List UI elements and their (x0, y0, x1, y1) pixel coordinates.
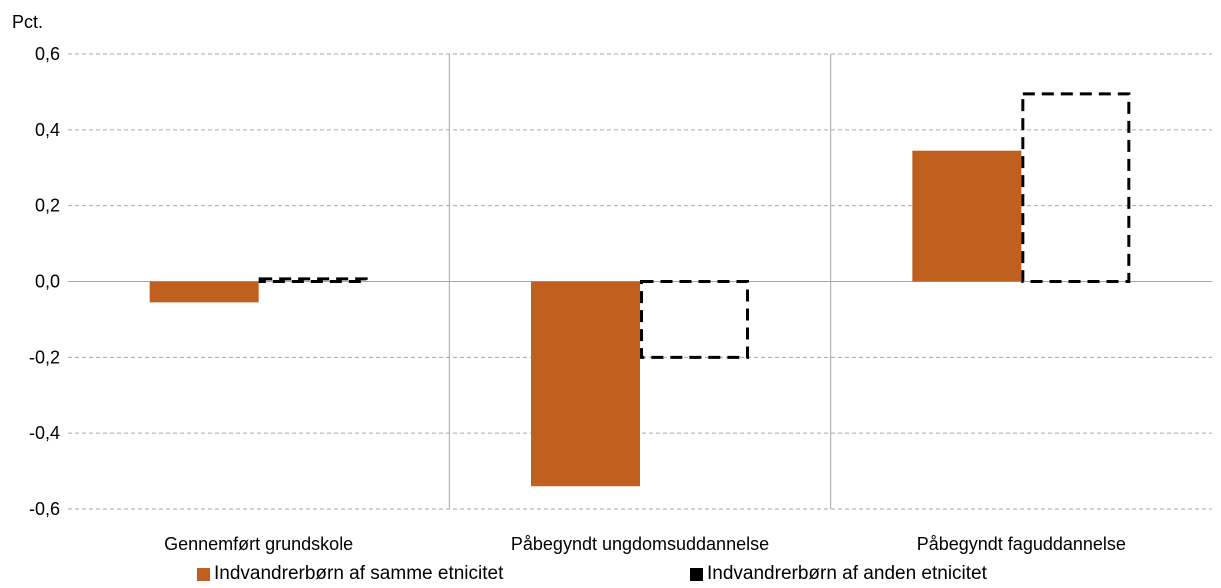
bar (1021, 92, 1131, 283)
bar (912, 150, 1022, 282)
x-tick-label: Påbegyndt faguddannelse (917, 534, 1126, 554)
y-tick-label: -0,4 (29, 423, 60, 443)
x-tick-label: Gennemført grundskole (164, 534, 353, 554)
legend-swatch-orange (197, 567, 210, 581)
legend-swatch-black (690, 567, 703, 581)
legend-label: Indvandrerbørn af anden etnicitet (707, 563, 987, 584)
y-tick-label: 0,0 (35, 272, 60, 292)
y-tick-label: -0,6 (29, 499, 60, 519)
legend: Indvandrerbørn af samme etnicitet Indvan… (0, 563, 1221, 588)
legend-item-same-ethnicity: Indvandrerbørn af samme etnicitet (197, 563, 503, 585)
bar (640, 280, 749, 359)
y-tick-label: -0,2 (29, 347, 60, 367)
bar (258, 277, 368, 283)
y-tick-label: 0,4 (35, 120, 60, 140)
bar (531, 281, 640, 487)
y-tick-label: 0,6 (35, 44, 60, 64)
category-separators (448, 54, 832, 509)
bars (149, 92, 1131, 487)
bar (149, 281, 259, 303)
y-tick-label: 0,2 (35, 196, 60, 216)
legend-label: Indvandrerbørn af samme etnicitet (214, 563, 504, 584)
legend-item-other-ethnicity: Indvandrerbørn af anden etnicitet (690, 563, 987, 585)
y-axis-label: Pct. (12, 12, 43, 32)
x-tick-label: Påbegyndt ungdomsuddannelse (511, 534, 769, 554)
y-axis-ticks: -0,6 -0,4 -0,2 0,0 0,2 0,4 0,6 (29, 44, 60, 519)
x-axis-labels: Gennemført grundskole Påbegyndt ungdomsud… (164, 534, 1126, 554)
